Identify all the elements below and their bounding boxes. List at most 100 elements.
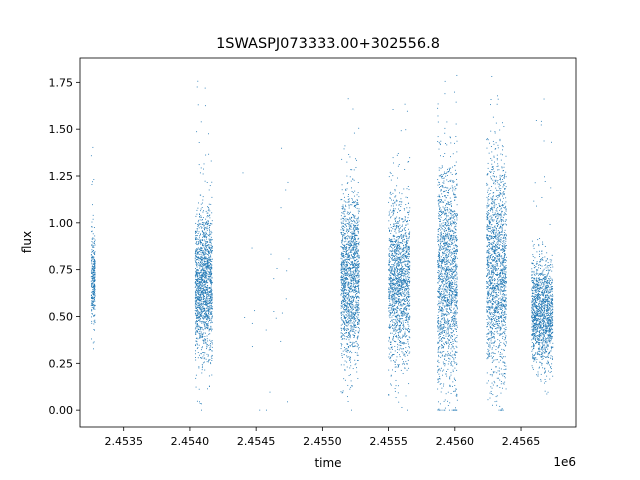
data-point xyxy=(398,300,400,302)
data-point xyxy=(199,249,201,251)
data-point xyxy=(197,329,199,331)
data-point xyxy=(343,309,345,311)
data-point xyxy=(200,239,202,241)
data-point xyxy=(352,232,354,234)
data-point xyxy=(357,218,359,220)
data-point xyxy=(356,256,358,258)
data-point xyxy=(349,246,351,248)
data-point xyxy=(199,311,201,313)
data-point xyxy=(390,312,391,314)
data-point xyxy=(210,328,212,330)
data-point xyxy=(196,315,198,317)
data-point xyxy=(347,223,349,224)
data-point xyxy=(270,253,272,255)
data-point xyxy=(209,258,211,260)
data-point xyxy=(352,342,354,344)
data-point xyxy=(211,300,213,302)
data-point xyxy=(395,240,397,242)
data-point xyxy=(194,281,196,283)
data-point xyxy=(357,269,358,271)
data-point xyxy=(358,228,360,230)
data-point xyxy=(455,295,457,297)
data-point xyxy=(396,307,398,309)
data-point xyxy=(447,256,449,258)
data-point xyxy=(393,284,395,286)
data-point xyxy=(351,191,353,192)
data-point xyxy=(199,276,201,278)
data-point xyxy=(93,274,94,276)
data-point xyxy=(346,356,348,358)
data-point xyxy=(343,286,345,288)
data-point xyxy=(401,242,403,244)
data-point xyxy=(203,233,205,234)
data-point xyxy=(196,306,198,308)
data-point xyxy=(398,304,399,306)
data-point xyxy=(393,283,395,285)
data-point xyxy=(199,300,201,301)
data-point xyxy=(388,253,390,255)
data-point xyxy=(407,212,409,214)
data-point xyxy=(406,256,408,258)
data-point xyxy=(202,356,204,358)
data-point xyxy=(398,298,400,300)
data-point xyxy=(91,313,93,314)
data-point xyxy=(457,239,458,241)
data-point xyxy=(346,265,348,267)
data-point xyxy=(92,315,94,317)
data-point xyxy=(207,323,209,325)
data-point xyxy=(355,319,357,321)
data-point xyxy=(393,258,395,260)
data-point xyxy=(352,314,354,316)
data-point xyxy=(210,250,212,251)
data-point xyxy=(348,259,350,260)
data-point xyxy=(405,347,407,349)
data-point xyxy=(395,277,397,279)
data-point xyxy=(354,233,356,235)
data-point xyxy=(211,196,213,198)
data-point xyxy=(398,334,400,336)
data-point xyxy=(400,203,402,205)
data-point xyxy=(196,326,198,328)
data-point xyxy=(207,328,209,330)
data-point xyxy=(407,319,409,321)
data-point xyxy=(201,256,203,258)
data-point xyxy=(356,258,358,260)
data-point xyxy=(356,367,357,369)
data-point xyxy=(399,301,400,303)
data-point xyxy=(348,283,350,285)
data-point xyxy=(91,269,93,271)
data-point xyxy=(198,367,200,369)
data-point xyxy=(344,262,345,264)
data-point xyxy=(390,332,391,334)
data-point xyxy=(342,247,344,249)
data-point xyxy=(196,315,198,317)
data-point xyxy=(401,337,403,339)
data-point xyxy=(351,327,353,329)
data-point xyxy=(358,275,360,277)
data-point xyxy=(203,294,205,296)
data-point xyxy=(198,253,200,255)
data-point xyxy=(354,287,355,289)
data-point xyxy=(346,314,348,316)
data-point xyxy=(397,284,399,286)
data-point xyxy=(357,285,358,287)
data-point xyxy=(398,231,400,233)
data-point xyxy=(205,274,206,276)
data-point xyxy=(206,304,208,306)
data-point xyxy=(210,287,212,289)
data-point xyxy=(396,225,398,226)
data-point xyxy=(400,130,402,132)
data-point xyxy=(203,281,204,283)
data-point xyxy=(93,307,95,309)
data-point xyxy=(396,318,398,320)
data-point xyxy=(402,358,403,360)
data-point xyxy=(353,201,355,202)
data-point xyxy=(408,260,410,262)
data-point xyxy=(340,254,342,255)
data-point xyxy=(346,268,348,270)
data-point xyxy=(353,215,355,217)
data-point xyxy=(391,293,393,295)
data-point xyxy=(254,310,256,312)
data-point xyxy=(195,215,197,217)
data-point xyxy=(406,242,407,244)
